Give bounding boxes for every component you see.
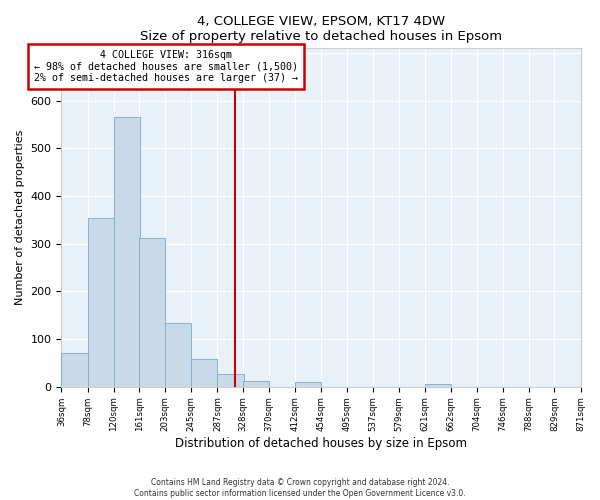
Bar (165, 324, 191, 387)
Bar (88, 218, 113, 387)
Bar (243, 380, 269, 387)
Bar (61, 354, 88, 387)
Bar (139, 238, 165, 387)
Bar (113, 116, 140, 387)
Bar (217, 374, 244, 387)
Text: 4 COLLEGE VIEW: 316sqm
← 98% of detached houses are smaller (1,500)
2% of semi-d: 4 COLLEGE VIEW: 316sqm ← 98% of detached… (34, 50, 298, 83)
X-axis label: Distribution of detached houses by size in Epsom: Distribution of detached houses by size … (175, 437, 467, 450)
Text: Contains HM Land Registry data © Crown copyright and database right 2024.
Contai: Contains HM Land Registry data © Crown c… (134, 478, 466, 498)
Y-axis label: Number of detached properties: Number of detached properties (15, 130, 25, 306)
Bar (295, 382, 321, 387)
Bar (425, 384, 451, 387)
Title: 4, COLLEGE VIEW, EPSOM, KT17 4DW
Size of property relative to detached houses in: 4, COLLEGE VIEW, EPSOM, KT17 4DW Size of… (140, 15, 502, 43)
Bar (191, 359, 217, 387)
